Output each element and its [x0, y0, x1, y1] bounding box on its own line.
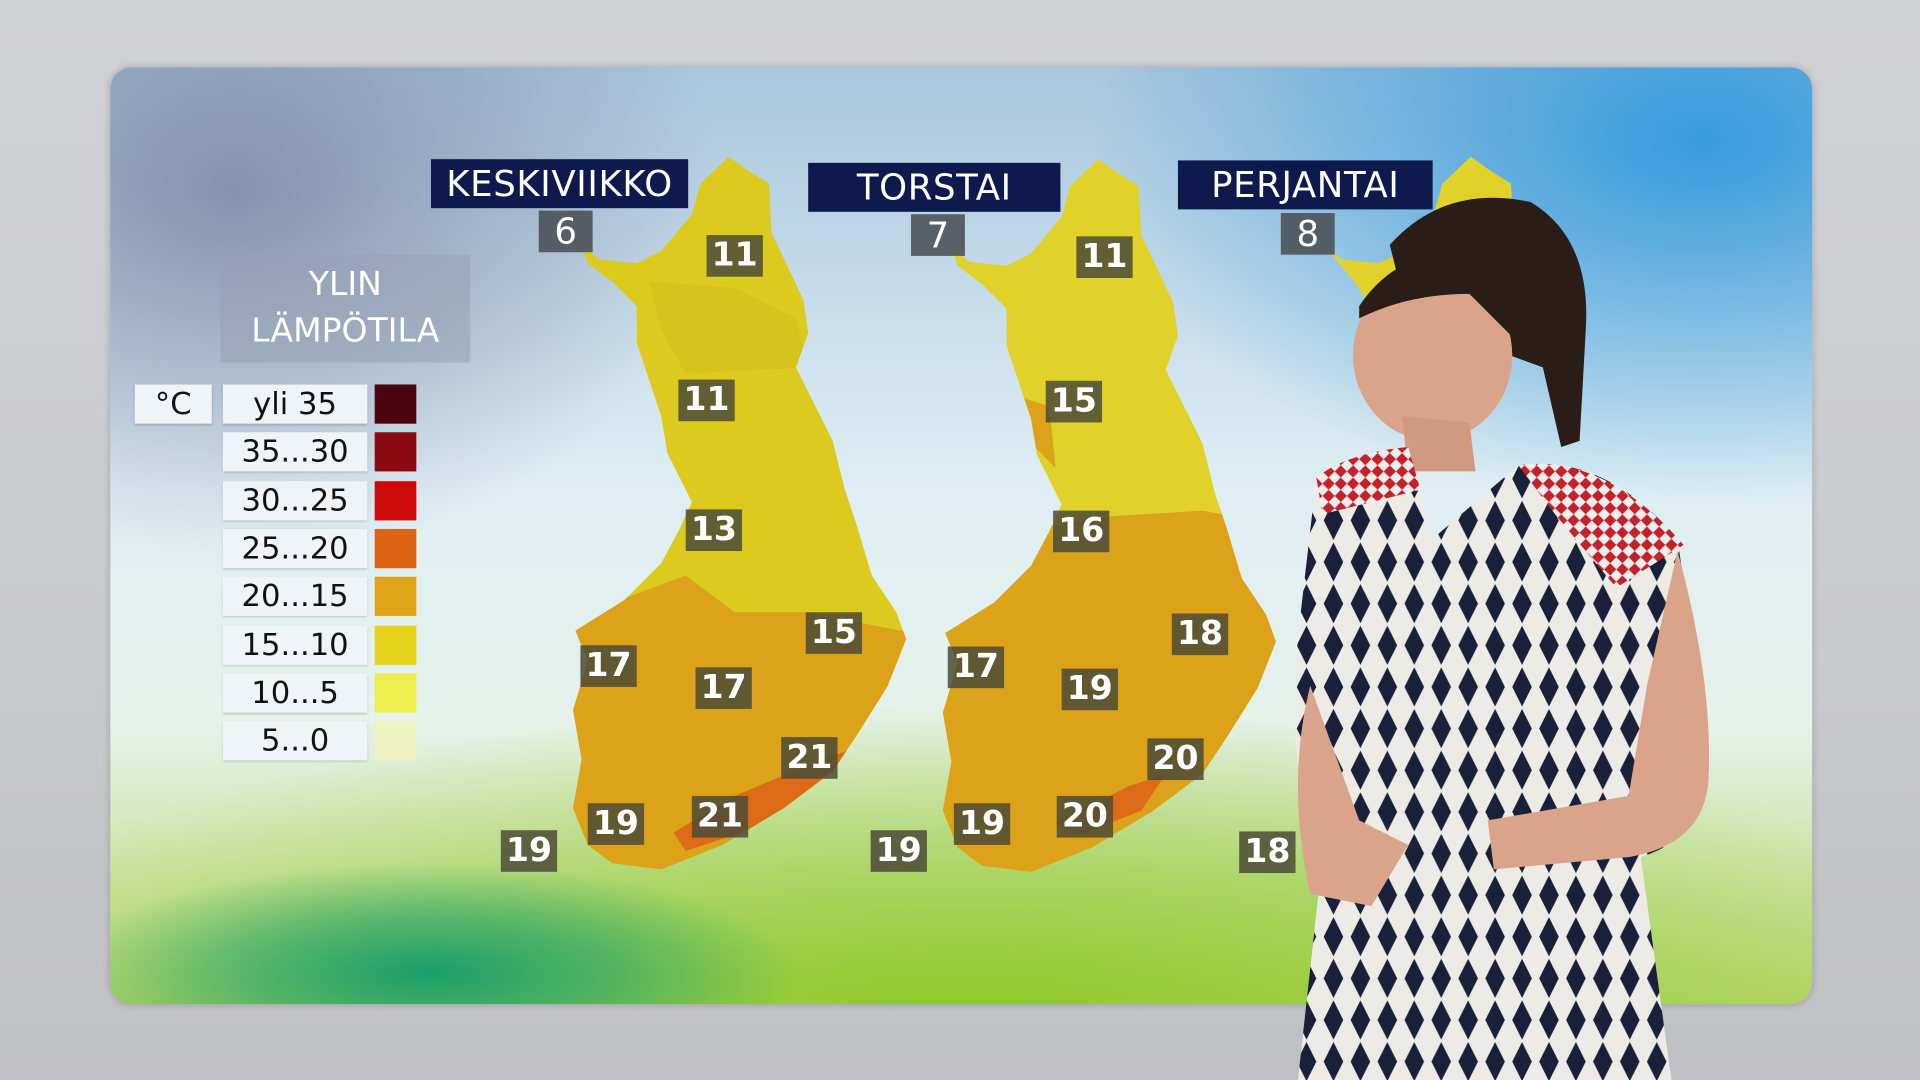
legend-swatch [374, 625, 417, 665]
temperature-label: 17 [947, 646, 1005, 689]
legend-title-line2: LÄMPÖTILA [251, 312, 440, 351]
legend-swatch [374, 528, 417, 569]
temperature-label: 21 [691, 795, 749, 838]
temperature-label: 13 [685, 509, 743, 552]
temperature-label: 16 [1053, 510, 1110, 553]
legend-title: YLIN LÄMPÖTILA [220, 254, 471, 363]
legend-item-label: 25...20 [222, 528, 368, 569]
date-torstai: 7 [911, 214, 965, 256]
temperature-label: 20 [1147, 738, 1204, 781]
legend-item-label: 20...15 [222, 576, 368, 617]
temperature-label: 11 [706, 235, 763, 277]
temperature-label: 15 [1045, 380, 1103, 423]
legend-item-label: 30...25 [222, 480, 368, 520]
date-keskiviikko: 6 [538, 210, 593, 253]
temperature-label: 20 [1056, 795, 1114, 838]
temperature-label: 11 [678, 379, 735, 422]
temperature-label: 19 [953, 803, 1011, 845]
temperature-label: 11 [1076, 236, 1133, 278]
legend-swatch [374, 721, 417, 761]
legend-swatch [374, 384, 417, 424]
temperature-label: 17 [695, 667, 752, 709]
legend-item-label: 5...0 [222, 721, 368, 761]
temperature-label: 18 [1239, 831, 1296, 874]
legend-item-label: 10...5 [222, 673, 368, 713]
legend-title-line1: YLIN [308, 265, 382, 304]
presenter [1294, 197, 1710, 1080]
day-header-torstai: TORSTAI [808, 162, 1061, 212]
day-header-keskiviikko: KESKIVIIKKO [431, 159, 689, 209]
temperature-label: 18 [1171, 613, 1229, 656]
legend-swatch [374, 576, 417, 617]
legend-swatch [374, 432, 417, 472]
day-header-perjantai: PERJANTAI [1177, 160, 1433, 210]
legend-swatch [374, 480, 417, 520]
temperature-label: 19 [1061, 668, 1118, 711]
legend-item-label: 35...30 [222, 432, 368, 472]
legend-unit: °C [134, 384, 212, 424]
legend-swatch [374, 673, 417, 713]
temperature-label: 19 [587, 803, 645, 845]
legend-item-label: 15...10 [222, 625, 368, 665]
temperature-label: 17 [580, 645, 637, 687]
legend-item-label: yli 35 [222, 384, 368, 424]
temperature-label: 21 [781, 737, 838, 779]
date-perjantai: 8 [1280, 213, 1335, 255]
temperature-label: 19 [500, 830, 558, 872]
temperature-label: 15 [805, 612, 863, 654]
temperature-label: 19 [870, 830, 927, 872]
